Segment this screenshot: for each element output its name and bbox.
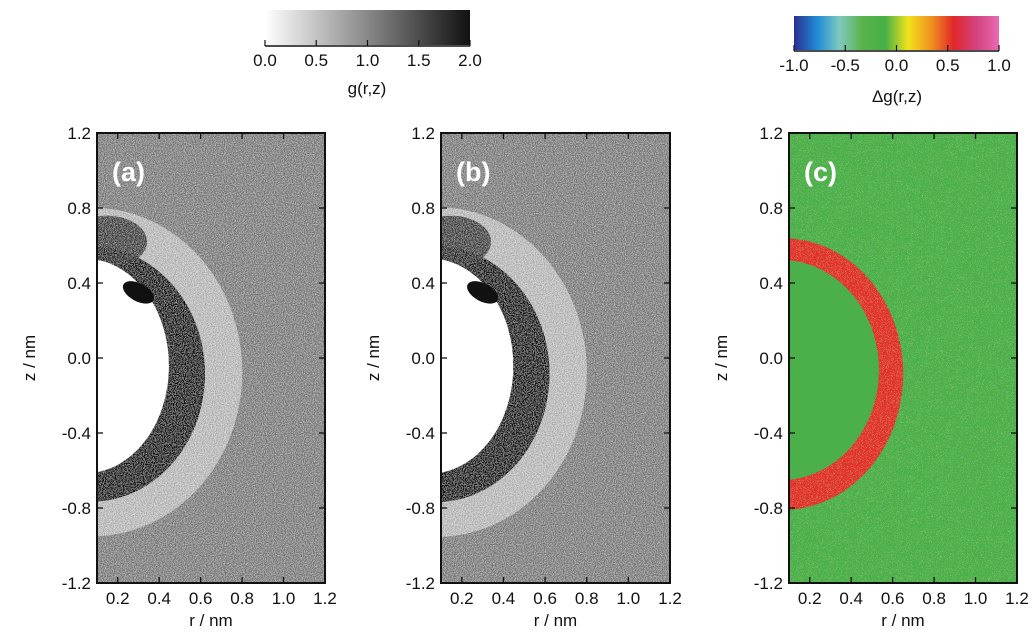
x-tick-label: 0.8	[230, 589, 254, 608]
x-axis-label: r / nm	[534, 611, 577, 630]
panel-c: 0.2 0.4 0.6 0.8 1.0 1.2 1.2 0.8 0.4 0.0 -0.4 -0.8 -1…	[712, 124, 1029, 630]
y-tick-label: -0.8	[62, 499, 91, 518]
dark-spot	[467, 281, 499, 304]
y-tick-label: 0.8	[67, 199, 91, 218]
diff-colorbar-tick-label: -1.0	[779, 56, 808, 75]
y-tick-label: -0.8	[406, 499, 435, 518]
panel-a: 0.2 0.4 0.6 0.8 1.0 1.2 1.2 0.8 0.4 0.0 -0.4 -0.8 -1…	[20, 124, 337, 630]
diff-colorbar-label: Δg(r,z)	[872, 87, 922, 106]
diff-colorbar-tick-label: -0.5	[831, 56, 860, 75]
x-tick-label: 1.2	[658, 589, 682, 608]
y-tick-label: 1.2	[411, 124, 435, 143]
y-tick-label: 0.4	[759, 274, 783, 293]
panel-label: (c)	[804, 157, 837, 187]
y-tick-label: -0.8	[754, 499, 783, 518]
panel-label: (a)	[112, 157, 145, 187]
diff-colorbar-tick-label: 1.0	[987, 56, 1011, 75]
y-tick-label: 0.0	[67, 349, 91, 368]
x-axis-label: r / nm	[189, 611, 232, 630]
y-tick-label: 1.2	[759, 124, 783, 143]
x-tick-label: 0.8	[922, 589, 946, 608]
panel-b: 0.2 0.4 0.6 0.8 1.0 1.2 1.2 0.8 0.4 0.0 -0.4 -0.8 -1…	[364, 124, 682, 630]
y-tick-label: 0.0	[759, 349, 783, 368]
panel-label: (b)	[456, 157, 490, 187]
x-tick-label: 0.2	[798, 589, 822, 608]
y-tick-label: -0.4	[406, 424, 435, 443]
x-tick-label: 0.8	[575, 589, 599, 608]
x-tick-label: 0.2	[106, 589, 130, 608]
heatmap-area	[441, 133, 670, 583]
gray-colorbar-tick-label: 2.0	[458, 51, 482, 70]
gray-colorbar-gradient	[265, 10, 470, 45]
first-shell	[441, 245, 550, 503]
gray-colorbar: 0.0 0.5 1.0 1.5 2.0 g(r,z)	[253, 10, 482, 98]
gray-colorbar-tick-label: 1.5	[407, 51, 431, 70]
dark-spot	[122, 281, 155, 304]
x-tick-label: 0.6	[533, 589, 557, 608]
x-tick-label: 1.2	[313, 589, 337, 608]
gray-colorbar-tick-label: 0.5	[304, 51, 328, 70]
x-tick-label: 0.4	[492, 589, 516, 608]
gray-colorbar-tick-label: 1.0	[356, 51, 380, 70]
y-tick-label: 1.2	[67, 124, 91, 143]
heatmap-area	[97, 133, 325, 583]
y-tick-label: 0.0	[411, 349, 435, 368]
y-tick-label: 0.4	[411, 274, 435, 293]
x-tick-label: 1.0	[964, 589, 988, 608]
y-axis-label: z / nm	[712, 335, 731, 381]
y-tick-label: -1.2	[406, 574, 435, 593]
gray-colorbar-label: g(r,z)	[348, 79, 387, 98]
y-tick-label: -1.2	[62, 574, 91, 593]
diff-colorbar: -1.0 -0.5 0.0 0.5 1.0 Δg(r,z)	[779, 16, 1011, 106]
x-tick-label: 1.2	[1005, 589, 1029, 608]
y-axis-label: z / nm	[364, 335, 383, 381]
y-tick-label: 0.8	[411, 199, 435, 218]
x-tick-label: 0.6	[189, 589, 213, 608]
excluded-core	[97, 259, 169, 473]
x-tick-label: 0.4	[839, 589, 863, 608]
diff-colorbar-tick-label: 0.0	[885, 56, 909, 75]
diff-colorbar-tick-label: 0.5	[936, 56, 960, 75]
x-tick-label: 1.0	[272, 589, 296, 608]
x-tick-label: 0.6	[881, 589, 905, 608]
x-tick-label: 1.0	[617, 589, 641, 608]
gray-colorbar-tick-label: 0.0	[253, 51, 277, 70]
heatmap-area	[789, 133, 1017, 583]
y-tick-label: -0.4	[754, 424, 783, 443]
x-tick-label: 0.2	[450, 589, 474, 608]
y-tick-label: 0.4	[67, 274, 91, 293]
x-tick-label: 0.4	[147, 589, 171, 608]
y-tick-label: -1.2	[754, 574, 783, 593]
y-axis-label: z / nm	[20, 335, 39, 381]
excluded-core	[441, 259, 514, 473]
diff-colorbar-gradient	[794, 16, 999, 50]
y-tick-label: -0.4	[62, 424, 91, 443]
y-tick-label: 0.8	[759, 199, 783, 218]
x-axis-label: r / nm	[881, 611, 924, 630]
